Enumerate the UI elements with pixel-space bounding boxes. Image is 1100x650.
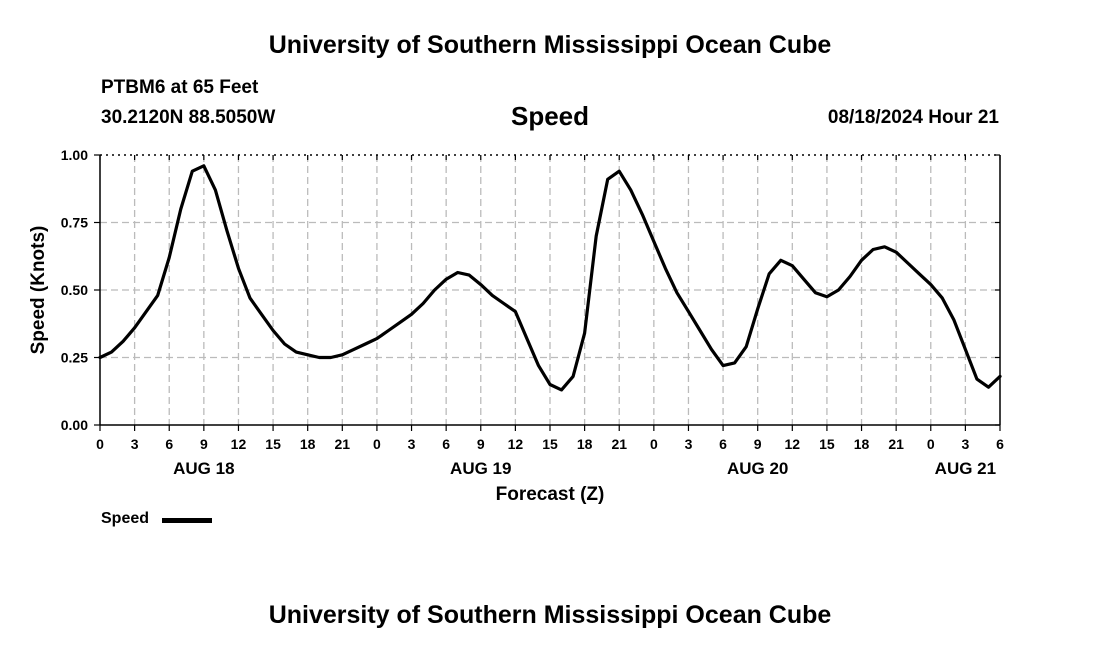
y-tick-label: 0.00 — [61, 417, 88, 433]
x-tick-label: 12 — [508, 436, 524, 452]
x-tick-label: 21 — [611, 436, 627, 452]
issue-datetime: 08/18/2024 Hour 21 — [827, 107, 999, 128]
x-tick-label: 15 — [265, 436, 281, 452]
x-day-label: AUG 18 — [173, 459, 234, 478]
x-tick-label: 12 — [231, 436, 247, 452]
x-tick-label: 3 — [961, 436, 969, 452]
x-tick-label: 3 — [685, 436, 693, 452]
x-tick-label: 0 — [373, 436, 381, 452]
x-tick-label: 6 — [165, 436, 173, 452]
footer-title: University of Southern Mississippi Ocean… — [268, 601, 832, 629]
station-label: PTBM6 at 65 Feet — [101, 77, 259, 98]
x-tick-label: 9 — [477, 436, 485, 452]
x-day-label: AUG 21 — [935, 459, 996, 478]
chart-title: Speed — [510, 101, 590, 131]
x-tick-label: 0 — [650, 436, 658, 452]
x-tick-label: 6 — [442, 436, 450, 452]
x-day-label: AUG 19 — [450, 459, 511, 478]
x-tick-label: 18 — [300, 436, 316, 452]
x-tick-label: 9 — [754, 436, 762, 452]
y-tick-label: 0.75 — [61, 215, 88, 231]
series-line-speed — [98, 164, 1002, 392]
y-tick-label: 1.00 — [61, 147, 88, 163]
x-tick-label: 6 — [719, 436, 727, 452]
x-tick-label: 18 — [577, 436, 593, 452]
x-tick-label: 3 — [131, 436, 139, 452]
x-tick-label: 15 — [819, 436, 835, 452]
y-tick-label: 0.50 — [61, 282, 88, 298]
x-day-label: AUG 20 — [727, 459, 788, 478]
x-tick-label: 0 — [96, 436, 104, 452]
x-tick-label: 18 — [854, 436, 870, 452]
station-coordinates: 30.2120N 88.5050W — [101, 107, 276, 128]
x-tick-label: 15 — [542, 436, 558, 452]
x-tick-label: 0 — [927, 436, 935, 452]
x-tick-label: 3 — [408, 436, 416, 452]
x-tick-label: 21 — [888, 436, 904, 452]
legend-label: Speed — [101, 510, 150, 527]
y-tick-label: 0.25 — [61, 350, 88, 366]
chart-main-title: University of Southern Mississippi Ocean… — [268, 31, 832, 59]
x-tick-label: 12 — [785, 436, 801, 452]
x-tick-label: 9 — [200, 436, 208, 452]
x-tick-label: 21 — [335, 436, 351, 452]
legend-swatch — [162, 518, 212, 523]
y-axis-title: Speed (Knots) — [28, 226, 49, 355]
x-tick-label: 6 — [996, 436, 1004, 452]
x-axis-title: Forecast (Z) — [496, 484, 605, 505]
